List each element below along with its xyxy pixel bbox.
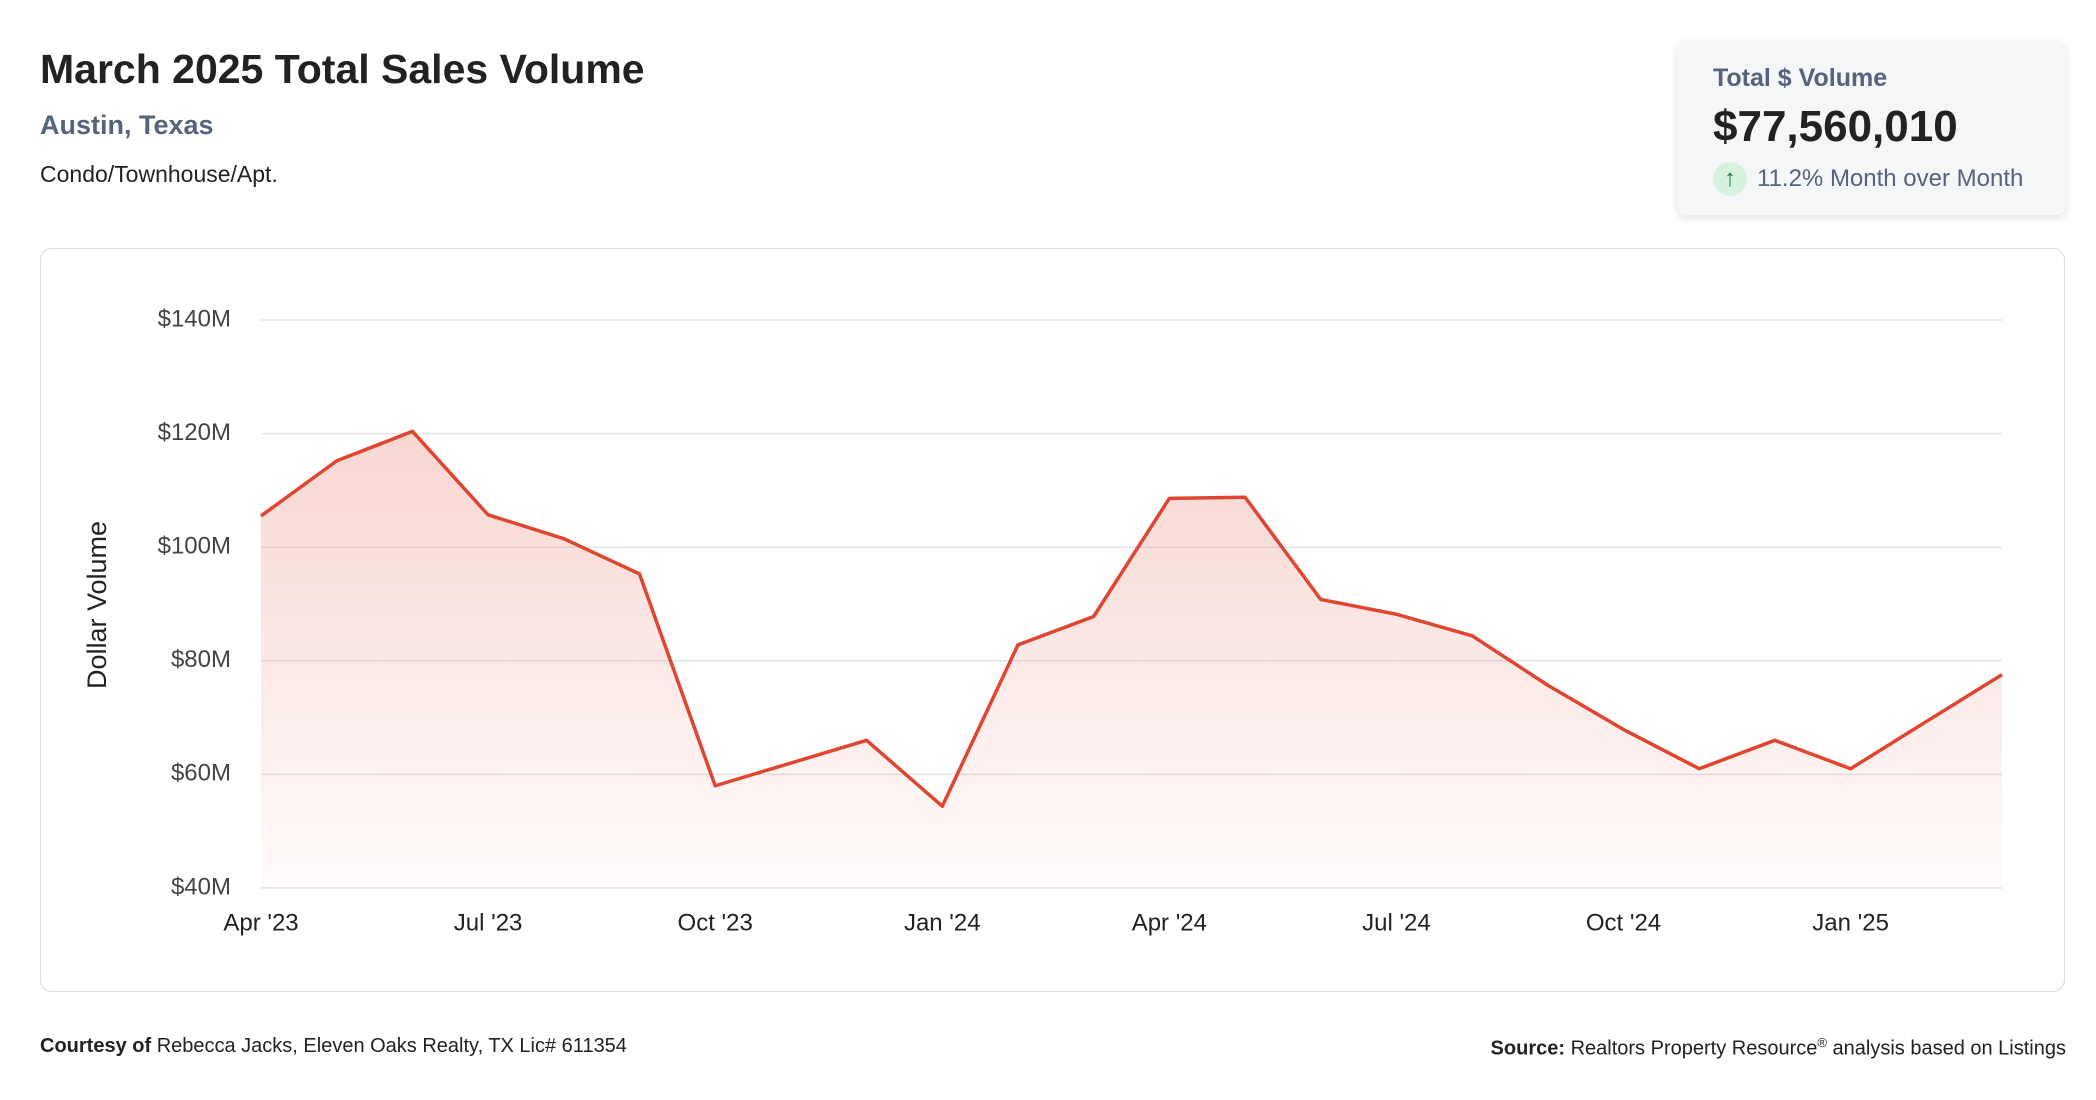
y-tick-label: $40M bbox=[171, 873, 231, 900]
courtesy: Courtesy of Rebecca Jacks, Eleven Oaks R… bbox=[40, 1035, 627, 1058]
y-axis-title: Dollar Volume bbox=[82, 521, 112, 689]
y-tick-label: $80M bbox=[171, 646, 231, 673]
source-mark: ® bbox=[1817, 1035, 1827, 1050]
kpi-value: $77,560,010 bbox=[1713, 102, 1958, 151]
courtesy-text: Rebecca Jacks, Eleven Oaks Realty, TX Li… bbox=[156, 1035, 627, 1057]
x-tick-label: Apr '23 bbox=[223, 909, 298, 936]
x-tick-label: Jan '24 bbox=[904, 909, 981, 936]
x-tick-label: Jul '23 bbox=[454, 909, 523, 936]
area bbox=[261, 431, 2002, 888]
x-tick-label: Jul '24 bbox=[1362, 909, 1431, 936]
source: Source: Realtors Property Resource® anal… bbox=[1491, 1035, 2066, 1061]
kpi-change-row: ↑ 11.2% Month over Month bbox=[1713, 162, 2023, 196]
line bbox=[259, 429, 2003, 808]
courtesy-label: Courtesy of bbox=[40, 1035, 152, 1057]
x-tick-label: Oct '24 bbox=[1586, 909, 1661, 936]
x-tick-label: Jan '25 bbox=[1812, 909, 1889, 936]
y-tick-label: $100M bbox=[158, 533, 231, 560]
y-tick-label: $60M bbox=[171, 760, 231, 787]
chart-frame bbox=[40, 248, 2065, 992]
kpi-label: Total $ Volume bbox=[1713, 64, 1888, 92]
x-tick-label: Apr '24 bbox=[1132, 909, 1207, 936]
kpi-change: 11.2% Month over Month bbox=[1757, 165, 2024, 192]
x-tick-label: Oct '23 bbox=[678, 909, 753, 936]
location: Austin, Texas bbox=[40, 110, 214, 140]
property-type: Condo/Townhouse/Apt. bbox=[40, 161, 278, 187]
kpi-card: Total $ Volume $77,560,010 ↑ 11.2% Month … bbox=[1677, 40, 2066, 215]
source-label: Source: bbox=[1490, 1037, 1566, 1060]
title: March 2025 Total Sales Volume bbox=[40, 46, 645, 92]
up-arrow: ↑ bbox=[1713, 162, 1747, 196]
y-tick-label: $120M bbox=[158, 419, 231, 446]
y-tick-label: $140M bbox=[158, 305, 231, 332]
source-text: Realtors Property Resource bbox=[1570, 1037, 1818, 1060]
source-rest: analysis based on Listings bbox=[1826, 1037, 2067, 1060]
